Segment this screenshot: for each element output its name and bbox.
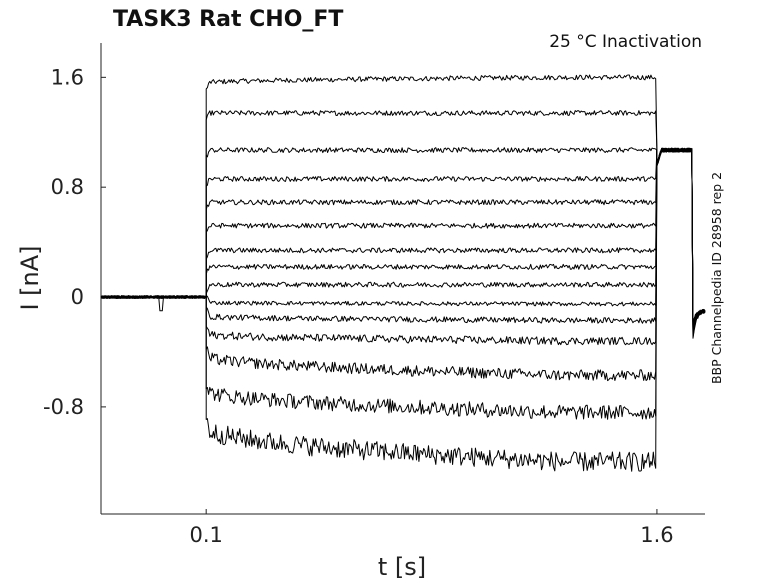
x-axis-label: t [s] <box>378 553 426 581</box>
current-trace <box>100 147 706 333</box>
current-trace <box>101 147 706 420</box>
side-label: BBP Channelpedia ID 28958 rep 2 <box>709 172 724 384</box>
y-tick-label: 0 <box>71 285 84 309</box>
y-tick-label: 1.6 <box>51 65 84 89</box>
current-trace <box>101 147 706 334</box>
current-trace <box>100 110 706 324</box>
y-tick-label: 0.8 <box>51 175 84 199</box>
x-tick-label: 0.1 <box>189 523 222 547</box>
current-trace <box>100 74 706 323</box>
chart-title: TASK3 Rat CHO_FT <box>113 7 343 32</box>
y-tick-label: -0.8 <box>43 395 84 419</box>
current-trace <box>100 148 706 326</box>
current-trace <box>100 147 706 331</box>
x-tick-label: 1.6 <box>640 523 673 547</box>
current-trace <box>100 147 706 329</box>
current-trace <box>100 147 706 330</box>
y-axis-label: I [nA] <box>16 245 44 310</box>
current-traces <box>100 74 706 472</box>
current-trace <box>100 147 706 382</box>
current-trace <box>100 147 706 472</box>
y-ticks: 1.6 0.8 0 -0.8 <box>43 65 106 419</box>
current-trace <box>100 147 706 327</box>
chart-subtitle: 25 °C Inactivation <box>549 32 702 52</box>
x-ticks: 0.1 1.6 <box>189 509 674 547</box>
